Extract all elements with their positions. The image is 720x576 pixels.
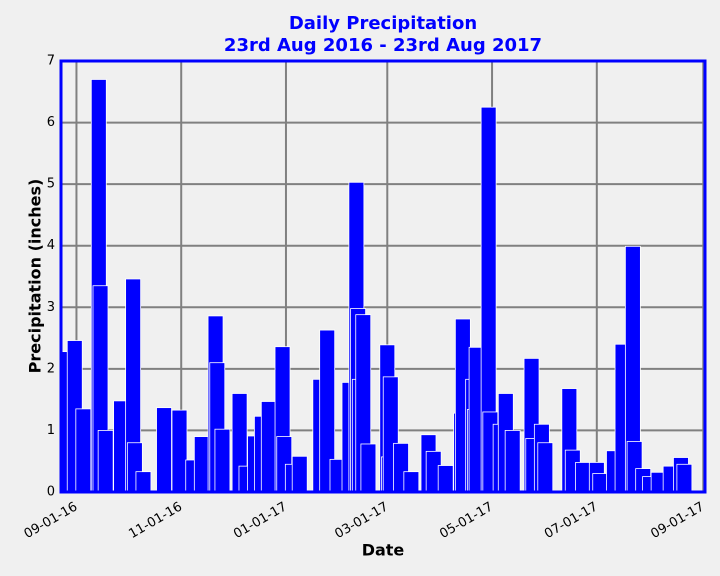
- bar: [291, 455, 308, 492]
- x-tick-label: 11-01-16: [126, 500, 185, 542]
- x-tick-label: 01-01-17: [231, 500, 290, 542]
- bar: [156, 407, 172, 492]
- y-tick-label: 5: [47, 177, 55, 192]
- bar: [319, 329, 336, 492]
- x-tick-label: 05-01-17: [437, 500, 496, 542]
- y-tick-label: 7: [47, 54, 55, 69]
- x-tick-label: 09-01-16: [22, 500, 81, 542]
- chart-subtitle: 23rd Aug 2016 - 23rd Aug 2017: [224, 35, 542, 56]
- bar: [171, 409, 188, 492]
- y-tick-label: 3: [47, 300, 55, 315]
- bar: [504, 430, 521, 492]
- y-axis-label: Precipitation (inches): [26, 179, 45, 374]
- chart-title: Daily Precipitation: [289, 13, 477, 34]
- bar: [537, 442, 554, 492]
- bar: [403, 471, 420, 492]
- plot-frame: [59, 59, 707, 494]
- bar: [575, 462, 591, 492]
- y-tick-label: 2: [47, 361, 55, 376]
- y-tick-label: 4: [47, 238, 55, 253]
- y-tick-label: 1: [47, 423, 55, 438]
- y-tick-label: 6: [47, 115, 55, 130]
- bar: [193, 436, 210, 492]
- x-tick-label: 09-01-17: [648, 500, 707, 542]
- bar: [676, 463, 693, 492]
- bar: [75, 408, 92, 492]
- y-tick-label: 0: [47, 485, 55, 500]
- bar: [592, 473, 609, 492]
- bar: [214, 428, 231, 492]
- x-tick-label: 03-01-17: [332, 500, 391, 542]
- bar: [360, 443, 377, 492]
- bar: [624, 245, 641, 492]
- bar: [97, 430, 114, 492]
- bar: [437, 465, 454, 492]
- x-tick-label: 07-01-17: [542, 500, 601, 542]
- bar: [135, 471, 152, 492]
- x-axis-label: Date: [362, 541, 405, 560]
- bar: [260, 401, 277, 492]
- bar: [125, 278, 142, 492]
- bar: [480, 106, 497, 492]
